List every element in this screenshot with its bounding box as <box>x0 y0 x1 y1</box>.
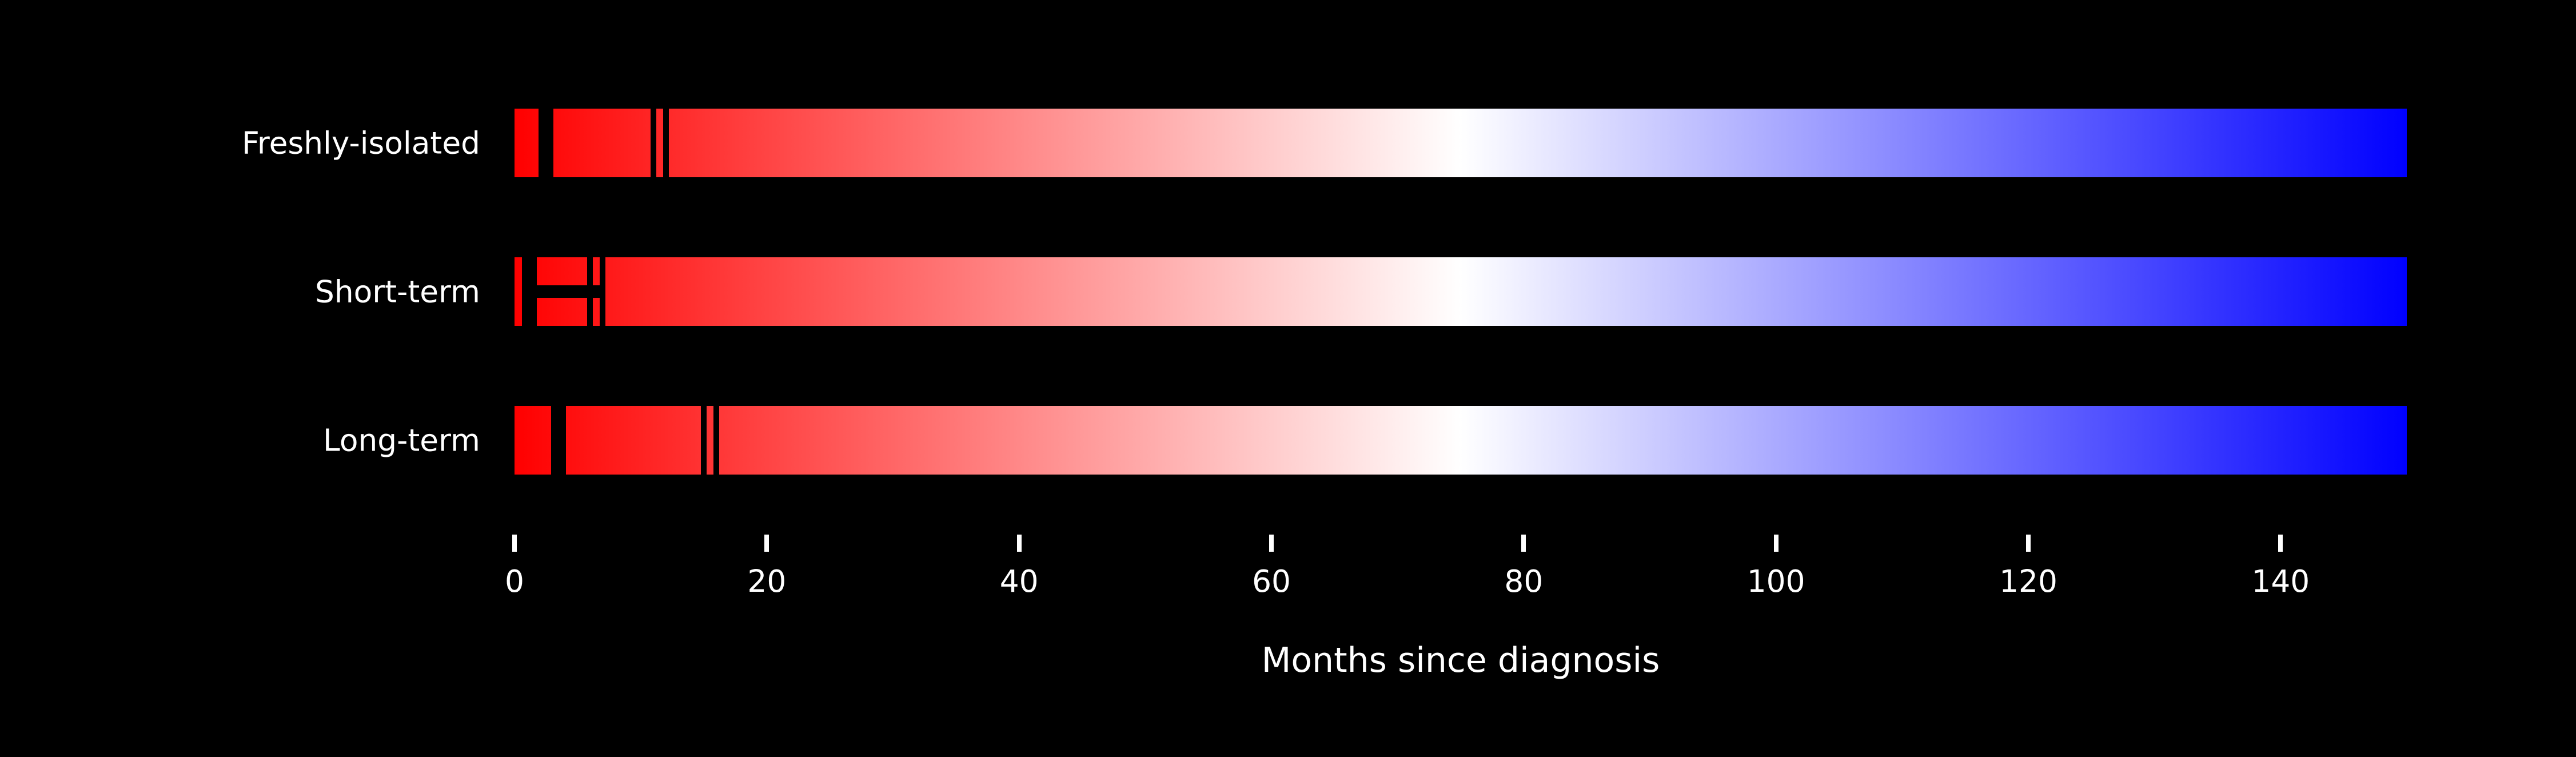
x-tick-label: 60 <box>1252 563 1291 599</box>
bar-marker <box>651 109 656 177</box>
x-tick <box>1521 535 1526 552</box>
x-tick-label: 80 <box>1504 563 1543 599</box>
x-tick <box>2026 535 2031 552</box>
x-tick-label: 0 <box>505 563 524 599</box>
gradient-bar-freshly-isolated <box>515 109 2407 177</box>
x-tick <box>1017 535 1022 552</box>
x-tick-label: 40 <box>1000 563 1039 599</box>
x-tick-label: 100 <box>1747 563 1805 599</box>
gradient-fill <box>515 406 2407 475</box>
x-tick-label: 140 <box>2251 563 2310 599</box>
gradient-fill <box>515 109 2407 177</box>
row-label-short-term: Short-term <box>315 274 480 310</box>
bar-marker <box>539 109 553 177</box>
bar-marker <box>551 406 566 475</box>
x-tick-label: 20 <box>747 563 786 599</box>
row-label-freshly-isolated: Freshly-isolated <box>242 125 480 161</box>
gradient-bar-long-term <box>515 406 2407 475</box>
x-tick <box>1269 535 1274 552</box>
x-tick-label: 120 <box>1999 563 2057 599</box>
x-axis-label: Months since diagnosis <box>1262 640 1660 680</box>
bar-marker <box>663 109 669 177</box>
bar-marker <box>713 406 719 475</box>
gradient-fill <box>515 257 2407 326</box>
bar-marker-horizontal <box>529 285 603 298</box>
chart-stage: Freshly-isolated Short-term Long-term 0 2… <box>0 0 2576 757</box>
bar-marker <box>701 406 707 475</box>
x-tick <box>1774 535 1779 552</box>
gradient-bar-short-term <box>515 257 2407 326</box>
x-tick <box>2278 535 2283 552</box>
x-tick <box>764 535 769 552</box>
x-tick <box>512 535 517 552</box>
row-label-long-term: Long-term <box>323 423 480 459</box>
